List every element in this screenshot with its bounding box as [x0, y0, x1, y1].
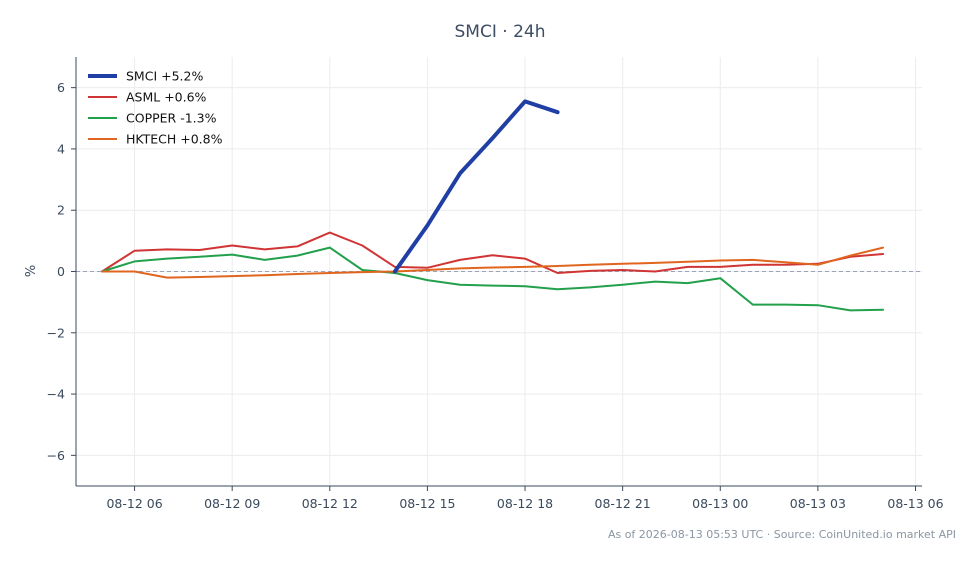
series-line-smci: [392, 99, 560, 274]
y-tick-label: −4: [47, 387, 65, 402]
y-tick-label: −2: [47, 325, 65, 340]
y-tick-label: −6: [47, 448, 65, 463]
x-tick-label: 08-12 18: [497, 496, 553, 511]
y-axis-label: %: [24, 265, 39, 277]
grid: [76, 57, 922, 486]
series-line-hktech: [101, 246, 884, 279]
legend-label-smci: SMCI +5.2%: [126, 69, 203, 84]
y-tick-label: 2: [57, 203, 65, 218]
source-footer: As of 2026-08-13 05:53 UTC · Source: Coi…: [608, 528, 956, 541]
legend-label-asml: ASML +0.6%: [126, 90, 207, 105]
x-tick-label: 08-12 09: [204, 496, 260, 511]
x-tick-label: 08-12 21: [595, 496, 651, 511]
y-tick-label: 6: [57, 80, 65, 95]
series-lines: [101, 99, 884, 312]
series-line-copper: [101, 246, 884, 312]
x-tick-label: 08-12 15: [399, 496, 455, 511]
y-tick-label: 4: [57, 141, 65, 156]
series-line-asml: [101, 231, 884, 274]
x-tick-label: 08-13 06: [887, 496, 943, 511]
axes: 08-12 06 08-12 09 08-12 12 08-12 15 08-12 18…: [47, 57, 944, 511]
legend-label-hktech: HKTECH +0.8%: [126, 132, 223, 147]
x-tick-label: 08-13 00: [692, 496, 748, 511]
chart-title: SMCI · 24h: [455, 22, 546, 42]
y-tick-label: 0: [57, 264, 65, 279]
legend-label-copper: COPPER -1.3%: [126, 111, 217, 126]
legend: SMCI +5.2% ASML +0.6% COPPER -1.3% HKTECH +…: [88, 69, 223, 147]
x-tick-label: 08-13 03: [790, 496, 846, 511]
x-tick-label: 08-12 06: [106, 496, 162, 511]
x-tick-label: 08-12 12: [302, 496, 358, 511]
